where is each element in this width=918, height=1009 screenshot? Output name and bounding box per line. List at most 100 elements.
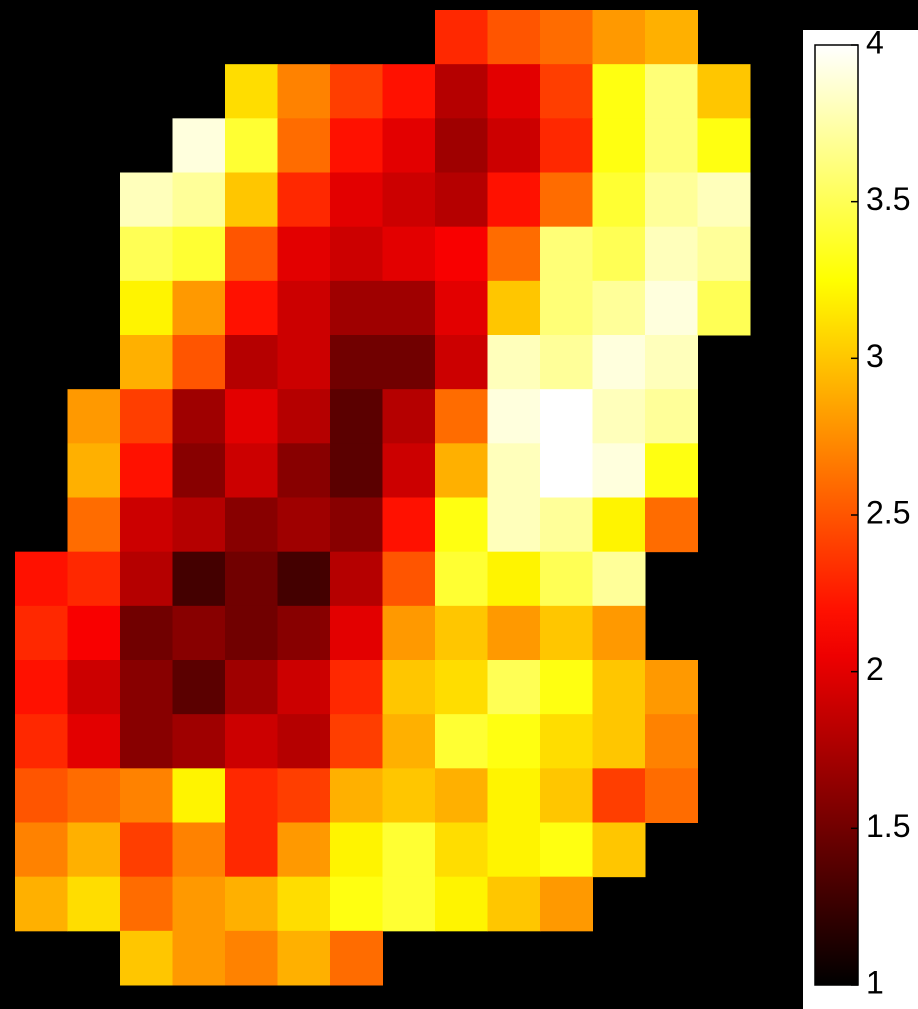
- cell: [225, 605, 278, 661]
- cell: [487, 172, 541, 228]
- cell: [330, 660, 383, 715]
- heatmap: [15, 10, 751, 986]
- cell: [645, 768, 698, 823]
- cell: [382, 335, 436, 390]
- cell: [15, 876, 68, 932]
- cell: [120, 822, 173, 878]
- cell: [487, 660, 541, 715]
- colorbar-tick-label: 1.5: [866, 808, 910, 844]
- cell: [540, 660, 593, 715]
- cell: [435, 443, 488, 498]
- cell: [645, 64, 698, 119]
- cell: [435, 389, 488, 444]
- cell: [120, 226, 173, 282]
- cell: [592, 822, 646, 878]
- cell: [487, 389, 541, 444]
- cell: [645, 497, 698, 553]
- cell: [592, 497, 646, 553]
- colorbar-ticks: 1 1.5 2 2.5 3 3.5 4: [851, 24, 910, 1000]
- cell: [540, 876, 593, 932]
- cell: [540, 10, 593, 65]
- cell: [592, 551, 646, 607]
- cell: [277, 172, 331, 228]
- cell: [592, 280, 646, 336]
- cell: [540, 497, 593, 553]
- cell: [382, 443, 436, 498]
- cell: [225, 172, 278, 228]
- cell: [172, 335, 226, 390]
- cell: [487, 118, 541, 173]
- cell: [435, 64, 488, 119]
- cell: [382, 605, 436, 661]
- cell: [435, 822, 488, 878]
- cell: [277, 443, 331, 498]
- cell: [487, 10, 541, 65]
- cell: [435, 280, 488, 336]
- cell: [645, 226, 698, 282]
- cell: [540, 551, 593, 607]
- cell: [645, 335, 698, 390]
- cell: [225, 551, 278, 607]
- cell: [592, 10, 646, 65]
- cell: [120, 280, 173, 336]
- cell: [645, 443, 698, 498]
- cell: [120, 172, 173, 228]
- cell: [487, 551, 541, 607]
- cell: [435, 605, 488, 661]
- cell: [172, 389, 226, 444]
- colorbar-tick-label: 3.5: [866, 181, 910, 217]
- cell: [225, 497, 278, 553]
- cell: [120, 768, 173, 823]
- cell: [592, 226, 646, 282]
- cell: [120, 497, 173, 553]
- cell: [487, 443, 541, 498]
- cell: [592, 768, 646, 823]
- cell: [277, 226, 331, 282]
- cell: [277, 660, 331, 715]
- cell: [330, 226, 383, 282]
- cell: [540, 172, 593, 228]
- cell: [487, 497, 541, 553]
- cell: [540, 605, 593, 661]
- cell: [277, 714, 331, 769]
- cell: [120, 389, 173, 444]
- cell: [435, 335, 488, 390]
- cell: [15, 660, 68, 715]
- cell: [435, 551, 488, 607]
- cell: [382, 280, 436, 336]
- cell: [225, 822, 278, 878]
- cell: [120, 443, 173, 498]
- colorbar-tick-label: 4: [866, 24, 884, 60]
- cell: [15, 822, 68, 878]
- cell: [120, 660, 173, 715]
- cell: [277, 497, 331, 553]
- cell: [120, 335, 173, 390]
- cell: [172, 660, 226, 715]
- cell: [67, 551, 121, 607]
- colorbar-tick-label: 2: [866, 651, 884, 687]
- cell: [382, 551, 436, 607]
- cell: [225, 714, 278, 769]
- cell: [277, 605, 331, 661]
- cell: [330, 280, 383, 336]
- cell: [330, 822, 383, 878]
- cell: [382, 118, 436, 173]
- cell: [67, 714, 121, 769]
- cell: [67, 605, 121, 661]
- cell: [487, 226, 541, 282]
- cell: [592, 443, 646, 498]
- cell: [172, 768, 226, 823]
- cell: [225, 443, 278, 498]
- cell: [225, 335, 278, 390]
- cell: [645, 172, 698, 228]
- cell: [487, 822, 541, 878]
- cell: [645, 389, 698, 444]
- cell: [225, 876, 278, 932]
- cell: [540, 335, 593, 390]
- colorbar-tick-label: 3: [866, 338, 884, 374]
- cell: [172, 605, 226, 661]
- cell: [487, 768, 541, 823]
- cell: [382, 497, 436, 553]
- cell: [435, 118, 488, 173]
